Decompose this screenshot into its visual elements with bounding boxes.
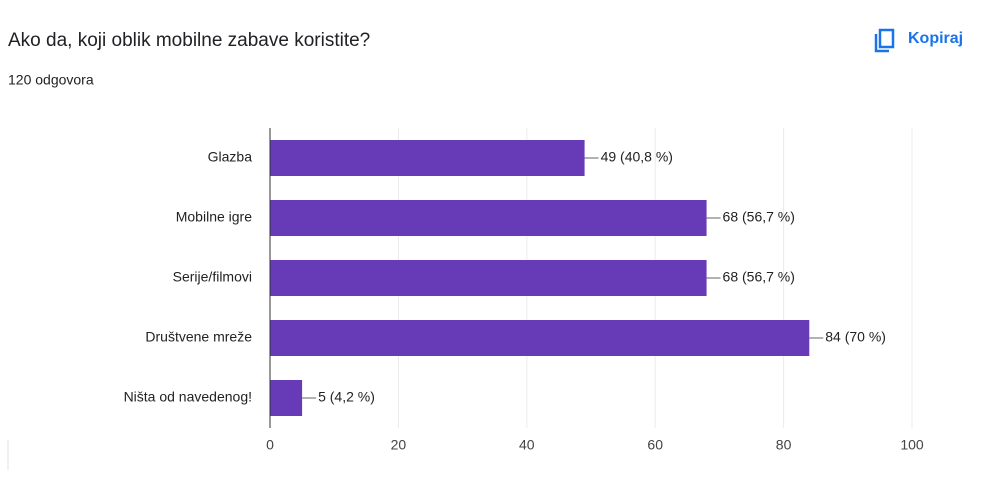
copy-icon [874, 34, 889, 53]
bar [270, 260, 707, 296]
y-tick-label: Glazba [208, 149, 253, 165]
x-tick-label: 0 [266, 437, 274, 453]
x-tick-label: 60 [647, 437, 663, 453]
copy-button[interactable]: Kopiraj [874, 28, 963, 53]
y-tick-label: Društvene mreže [145, 329, 252, 345]
data-label: 68 (56,7 %) [723, 209, 795, 225]
chart-title: Ako da, koji oblik mobilne zabave korist… [8, 30, 370, 51]
y-tick-label: Ništa od navedenog! [124, 389, 252, 405]
copy-icon [878, 28, 895, 49]
bar [270, 380, 303, 416]
x-tick-label: 40 [519, 437, 535, 453]
copy-label: Kopiraj [908, 30, 963, 47]
data-label: 49 (40,8 %) [601, 149, 673, 165]
bar [270, 140, 585, 176]
data-label: 84 (70 %) [825, 329, 886, 345]
chart-subtitle: 120 odgovora [8, 72, 94, 88]
x-tick-label: 20 [391, 437, 407, 453]
x-tick-label: 80 [776, 437, 792, 453]
y-tick-label: Serije/filmovi [173, 269, 252, 285]
x-tick-label: 100 [900, 437, 924, 453]
bar [270, 200, 707, 236]
data-label: 5 (4,2 %) [318, 389, 375, 405]
data-label: 68 (56,7 %) [723, 269, 795, 285]
bar [270, 320, 810, 356]
y-tick-label: Mobilne igre [176, 209, 252, 225]
